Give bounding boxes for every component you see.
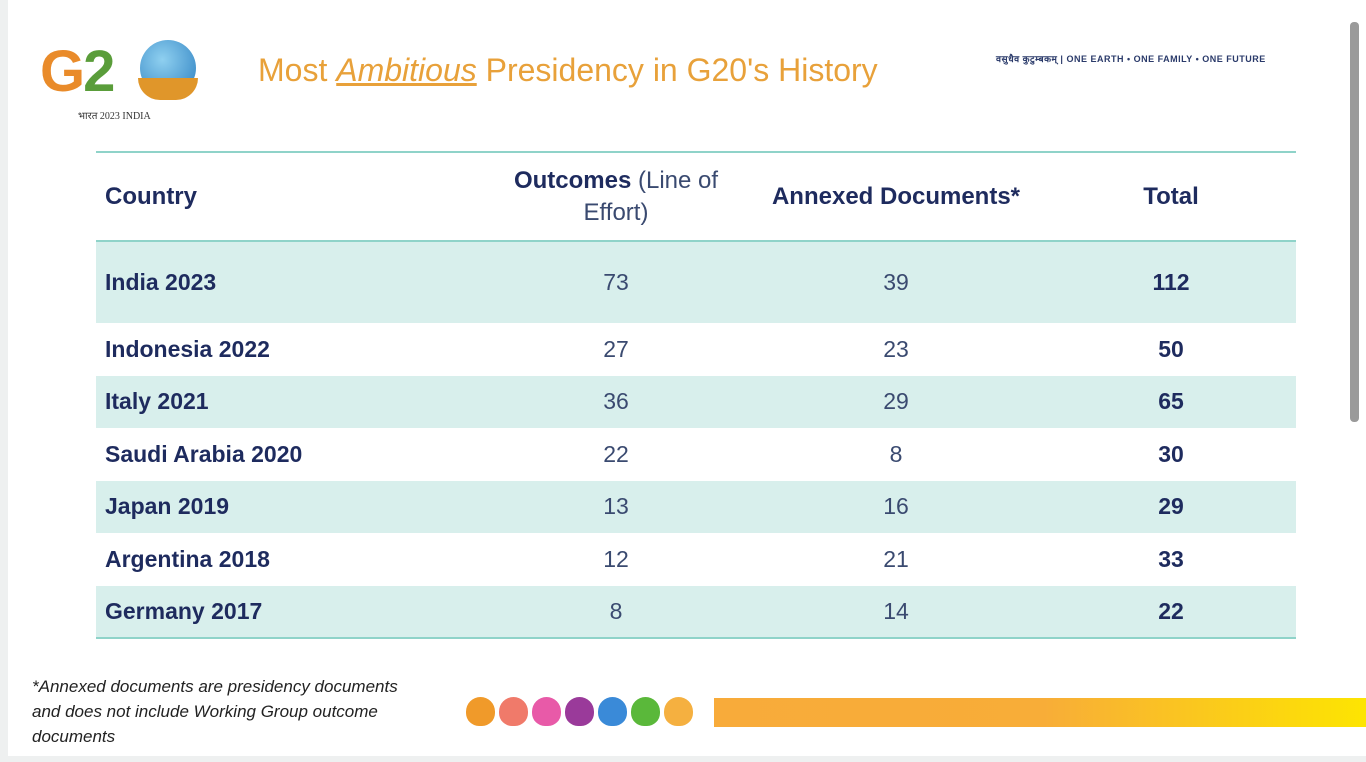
cell-country: India 2023 — [105, 269, 217, 295]
cell-outcomes: 27 — [603, 335, 629, 362]
lotus-icon — [138, 78, 198, 100]
cell-total: 33 — [1158, 545, 1184, 572]
presidency-table: Country Outcomes (Line of Effort) Annexe… — [96, 151, 1296, 639]
lotus-icon — [565, 697, 594, 726]
table-row: Germany 2017 8 14 22 — [96, 585, 1296, 638]
cell-total: 30 — [1158, 440, 1184, 467]
decorative-bar — [714, 698, 1366, 727]
header-outcomes: Outcomes (Line of Effort) — [513, 166, 719, 226]
slide: G2 भारत 2023 INDIA Most Ambitious Presid… — [8, 0, 1366, 756]
lotus-icon — [631, 697, 660, 726]
table-header: Country Outcomes (Line of Effort) Annexe… — [96, 152, 1296, 241]
cell-total: 50 — [1158, 335, 1184, 362]
cell-outcomes: 13 — [603, 493, 629, 520]
cell-annexed: 16 — [883, 493, 909, 520]
cell-annexed: 14 — [883, 597, 909, 624]
cell-annexed: 29 — [883, 388, 909, 415]
g20-logo: G2 भारत 2023 INDIA — [40, 38, 210, 128]
cell-outcomes: 8 — [609, 597, 623, 624]
cell-total: 29 — [1158, 493, 1184, 520]
lotus-icon — [664, 697, 693, 726]
page-title: Most Ambitious Presidency in G20's Histo… — [258, 52, 878, 88]
table-row: Italy 2021 36 29 65 — [96, 375, 1296, 428]
header-annexed: Annexed Documents* — [771, 182, 1021, 210]
cell-country: Argentina 2018 — [105, 545, 270, 572]
cell-outcomes: 12 — [603, 545, 629, 572]
lotus-icon — [499, 697, 528, 726]
cell-annexed: 8 — [889, 440, 903, 467]
cell-total: 22 — [1158, 597, 1184, 624]
lotus-icon — [532, 697, 561, 726]
cell-country: Italy 2021 — [105, 388, 209, 415]
footnote: *Annexed documents are presidency docume… — [32, 677, 398, 746]
table-row: Japan 2019 13 16 29 — [96, 480, 1296, 533]
table-row: Indonesia 2022 27 23 50 — [96, 323, 1296, 376]
cell-annexed: 21 — [883, 545, 909, 572]
tagline: वसुधैव कुटुम्बकम् | ONE EARTH • ONE FAMI… — [996, 54, 1266, 64]
table-row: India 2023 73 39 112 — [96, 241, 1296, 323]
header-country: Country — [105, 182, 197, 210]
cell-outcomes: 36 — [603, 388, 629, 415]
cell-outcomes: 73 — [603, 269, 629, 295]
lotus-icon — [598, 697, 627, 726]
cell-total: 112 — [1152, 269, 1190, 295]
lotus-icon — [466, 697, 495, 726]
cell-country: Japan 2019 — [105, 493, 230, 520]
table-row: Saudi Arabia 2020 22 8 30 — [96, 428, 1296, 481]
header-total: Total — [1143, 182, 1199, 210]
scrollbar[interactable] — [1350, 22, 1359, 422]
cell-country: Germany 2017 — [105, 597, 263, 624]
lotus-row — [466, 697, 693, 726]
cell-outcomes: 22 — [603, 440, 629, 467]
cell-country: Saudi Arabia 2020 — [105, 440, 303, 467]
cell-annexed: 39 — [883, 269, 909, 295]
cell-total: 65 — [1158, 388, 1184, 415]
table-row: Argentina 2018 12 21 33 — [96, 533, 1296, 586]
cell-country: Indonesia 2022 — [105, 335, 270, 362]
cell-annexed: 23 — [883, 335, 909, 362]
